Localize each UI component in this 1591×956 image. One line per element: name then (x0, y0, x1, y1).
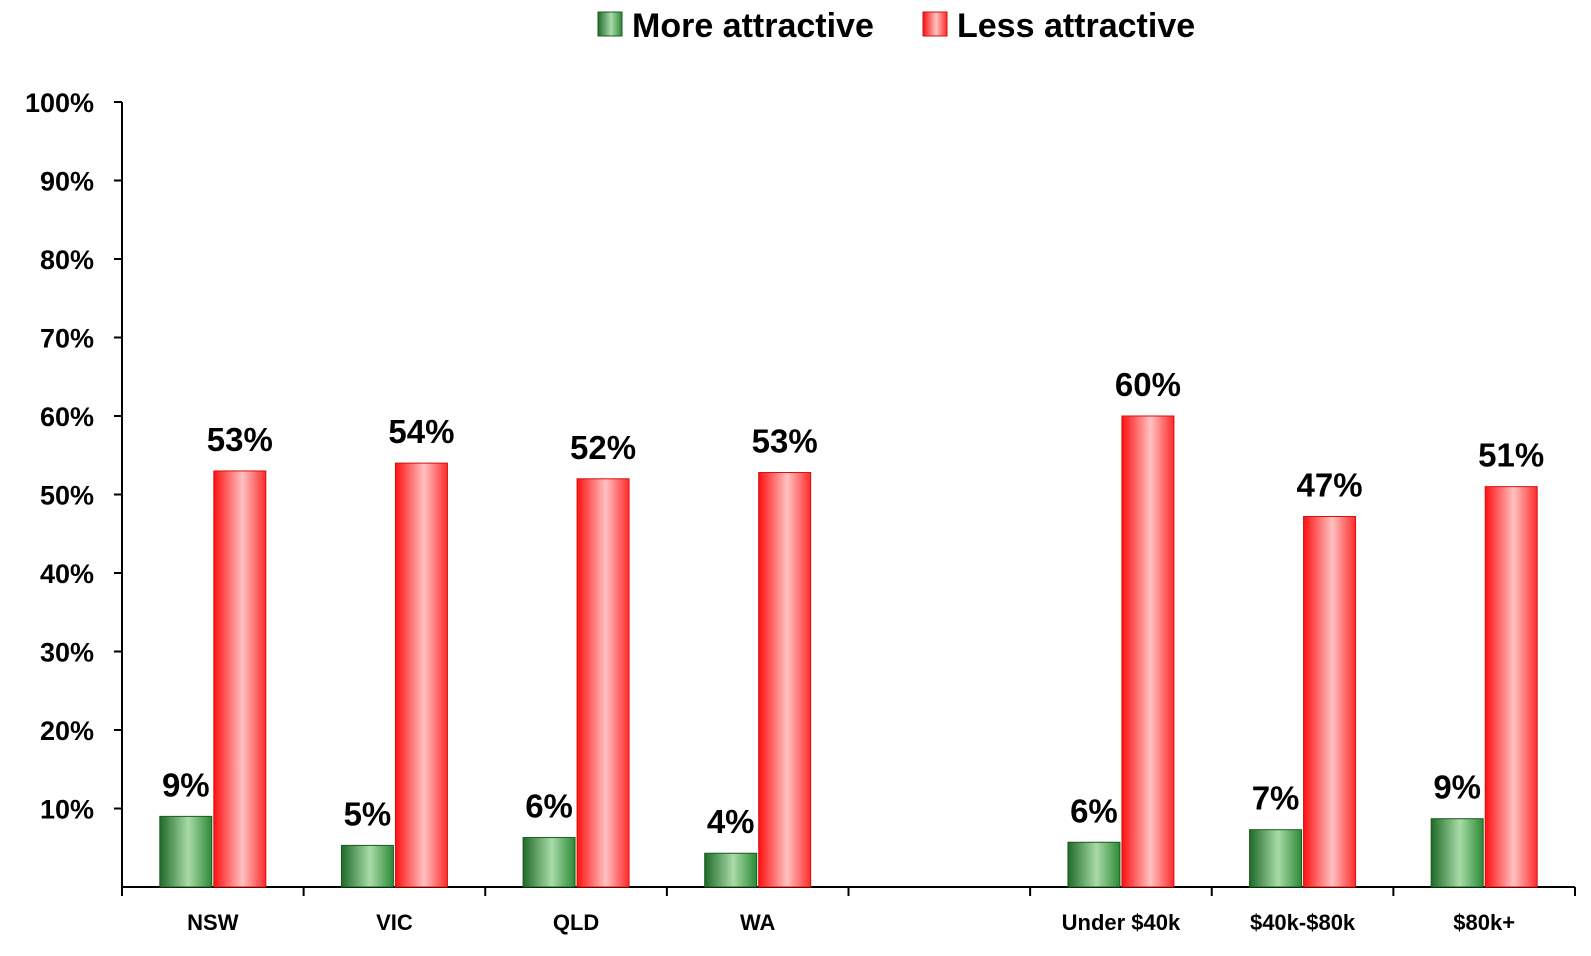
bar-more-attractive (704, 852, 758, 888)
data-label: 9% (162, 766, 210, 803)
data-label: 53% (207, 421, 273, 458)
y-tick-label: 60% (40, 402, 94, 432)
data-label: 51% (1478, 437, 1544, 474)
category-label: QLD (553, 910, 599, 935)
axes: 10% 20% 30% 40% 50% 60% 70% 80% 90% 100% NSW VIC QLD… (25, 88, 1576, 935)
category-label: NSW (187, 910, 239, 935)
data-label: 52% (570, 429, 636, 466)
y-tick-label: 50% (40, 481, 94, 511)
legend-swatch (597, 11, 623, 37)
category-label: $40k-$80k (1250, 910, 1356, 935)
data-label: 4% (707, 803, 755, 840)
labels: 9% 5% 6% 4% 6% 7% 9% 53% 54% 52% 53% 60% 47% 51% (162, 366, 1544, 840)
bar-less-attractive (394, 462, 448, 888)
y-tick-label: 100% (25, 88, 94, 118)
bars (159, 415, 1538, 888)
data-label: 54% (388, 413, 454, 450)
bar-less-attractive (758, 472, 812, 888)
bar-more-attractive (340, 844, 394, 888)
bar-less-attractive (576, 478, 630, 888)
bar-more-attractive (1067, 841, 1121, 888)
bar-less-attractive (1303, 515, 1357, 888)
y-tick-label: 20% (40, 716, 94, 746)
data-label: 6% (1070, 792, 1118, 829)
bar-less-attractive (1121, 415, 1175, 888)
bar-less-attractive (1484, 486, 1538, 888)
legend-label: Less attractive (957, 7, 1195, 45)
bar-more-attractive (159, 815, 213, 888)
category-label: Under $40k (1062, 910, 1181, 935)
legend: More attractive Less attractive (597, 7, 1195, 45)
category-label: $80k+ (1453, 910, 1515, 935)
y-tick-label: 40% (40, 559, 94, 589)
data-label: 9% (1433, 769, 1481, 806)
bar-more-attractive (1430, 818, 1484, 888)
y-tick-label: 70% (40, 324, 94, 354)
data-label: 60% (1115, 366, 1181, 403)
data-label: 53% (752, 423, 818, 460)
legend-swatch (922, 11, 948, 37)
bar-more-attractive (522, 837, 576, 888)
y-tick-label: 30% (40, 638, 94, 668)
data-label: 7% (1252, 780, 1300, 817)
category-label: WA (740, 910, 776, 935)
y-tick-label: 90% (40, 167, 94, 197)
bar-less-attractive (213, 470, 267, 888)
data-label: 5% (344, 795, 392, 832)
legend-label: More attractive (632, 7, 874, 45)
data-label: 47% (1297, 466, 1363, 503)
y-tick-label: 80% (40, 245, 94, 275)
data-label: 6% (525, 788, 573, 825)
category-label: VIC (376, 910, 413, 935)
bar-more-attractive (1249, 829, 1303, 888)
y-tick-label: 10% (40, 795, 94, 825)
